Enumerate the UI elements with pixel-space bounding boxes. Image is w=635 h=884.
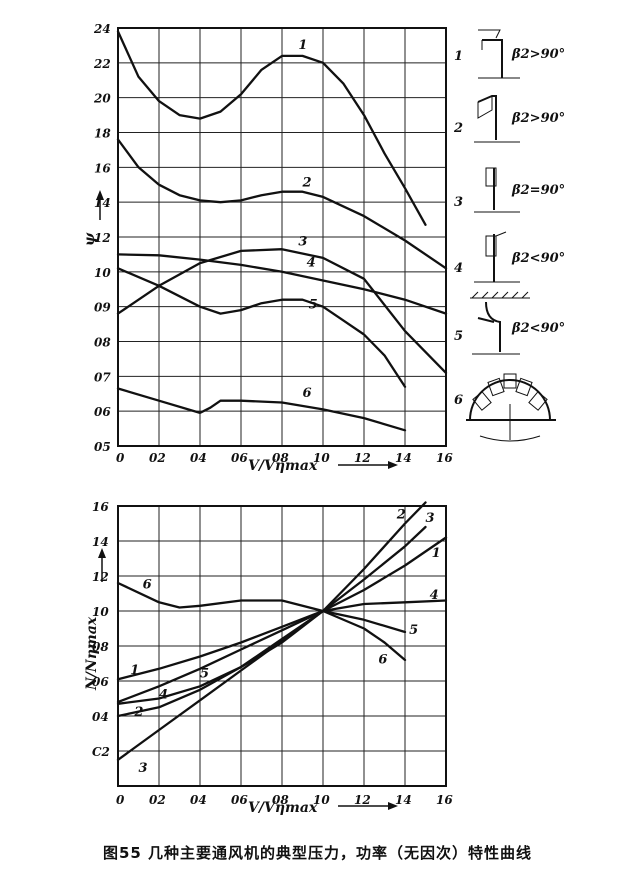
x-tick-label: 02 bbox=[149, 793, 166, 807]
pressure-chart: 0 02 04 06 08 10 12 14 1605060708091012141618202… bbox=[82, 22, 453, 474]
y-tick-label: 08 bbox=[92, 640, 109, 654]
series-line-2 bbox=[116, 138, 448, 270]
y-tick-label: 20 bbox=[93, 92, 111, 106]
y-tick-label: 06 bbox=[94, 405, 111, 419]
y-tick-label: 10 bbox=[94, 266, 111, 280]
x-tick-label: 04 bbox=[190, 451, 207, 465]
y-tick-label: 14 bbox=[92, 535, 109, 549]
x-tick-label: 02 bbox=[149, 451, 166, 465]
series-label-end-3: 3 bbox=[426, 511, 435, 526]
series-line-1 bbox=[116, 536, 448, 681]
x-tick-label: 0 bbox=[116, 451, 125, 465]
series-label-end-2: 2 bbox=[396, 507, 406, 522]
series-label-5: 5 bbox=[309, 297, 318, 312]
x-tick-label: 16 bbox=[436, 793, 453, 807]
x-tick-label: 08 bbox=[272, 451, 289, 465]
x-tick-label: 10 bbox=[313, 451, 330, 465]
x-axis-label: V/Vηmax bbox=[248, 800, 318, 816]
x-axis-arrowhead bbox=[388, 802, 398, 810]
x-tick-label: 06 bbox=[231, 793, 248, 807]
series-label-2: 2 bbox=[302, 175, 312, 190]
series-label-start-6: 6 bbox=[143, 577, 152, 592]
y-tick-label: 12 bbox=[92, 570, 109, 584]
blade-legend-number-3: 3 bbox=[454, 195, 463, 210]
y-tick-label: 16 bbox=[92, 500, 109, 514]
blade-legend-number-1: 1 bbox=[454, 49, 463, 64]
blade-legend-angle-1: β2>90° bbox=[511, 47, 565, 62]
blade-legend-number-2: 2 bbox=[453, 121, 463, 136]
blade-legend-number-6: 6 bbox=[454, 393, 463, 408]
plot-frame bbox=[117, 505, 447, 787]
blade-shape-1 bbox=[478, 29, 520, 79]
blade-legend-number-5: 5 bbox=[454, 329, 463, 344]
y-axis-label: ψ bbox=[82, 232, 98, 246]
blade-shape-3 bbox=[474, 167, 520, 213]
blade-legend-angle-4: β2<90° bbox=[511, 251, 565, 266]
x-tick-label: 0 bbox=[116, 793, 125, 807]
series-line-4 bbox=[116, 248, 448, 375]
series-line-3 bbox=[116, 253, 448, 315]
x-tick-label: 16 bbox=[436, 451, 453, 465]
y-tick-label: C2 bbox=[92, 745, 110, 759]
blade-shape-6 bbox=[466, 373, 556, 442]
series-line-2 bbox=[116, 501, 427, 705]
y-tick-label: 18 bbox=[94, 127, 111, 141]
y-tick-label: 12 bbox=[94, 231, 111, 245]
series-line-5 bbox=[116, 267, 407, 388]
y-tick-label: 08 bbox=[94, 336, 111, 350]
series-line-1 bbox=[116, 30, 427, 226]
series-label-1: 1 bbox=[298, 38, 307, 53]
blade-legend: 1 β2>90° 2 β2>90° 3 β2=90° 4 β2<90° 5 β2<90° 6 bbox=[453, 29, 565, 442]
series-label-end-1: 1 bbox=[432, 546, 441, 561]
x-tick-label: 12 bbox=[354, 793, 371, 807]
y-axis-arrowhead bbox=[96, 190, 104, 200]
y-axis-label: N/Nηmax bbox=[84, 616, 100, 691]
x-tick-label: 10 bbox=[313, 793, 330, 807]
blade-legend-angle-3: β2=90° bbox=[511, 183, 565, 198]
x-axis-label: V/Vηmax bbox=[248, 458, 318, 474]
series-line-6 bbox=[116, 387, 407, 432]
y-tick-label: 04 bbox=[92, 710, 109, 724]
y-tick-label: 16 bbox=[94, 161, 111, 175]
blade-shape-4 bbox=[474, 231, 520, 283]
power-chart: 0 02 04 06 08 10 12 14 16C204060810121416N/Nηmax… bbox=[84, 500, 453, 816]
blade-legend-angle-2: β2>90° bbox=[511, 111, 565, 126]
y-tick-label: 07 bbox=[94, 370, 111, 384]
x-tick-label: 14 bbox=[395, 451, 412, 465]
series-label-start-4: 4 bbox=[159, 688, 168, 703]
series-label-start-5: 5 bbox=[200, 667, 209, 682]
x-tick-label: 08 bbox=[272, 793, 289, 807]
series-label-end-4: 4 bbox=[430, 588, 439, 603]
blade-legend-number-4: 4 bbox=[454, 261, 463, 276]
y-axis-arrowhead bbox=[98, 548, 106, 558]
series-label-end-6: 6 bbox=[378, 653, 387, 668]
y-tick-label: 05 bbox=[94, 440, 111, 454]
x-tick-label: 14 bbox=[395, 793, 412, 807]
plot-frame bbox=[117, 27, 447, 447]
series-label-6: 6 bbox=[303, 386, 312, 401]
y-tick-label: 06 bbox=[92, 675, 109, 689]
blade-shape-5 bbox=[470, 291, 530, 355]
y-tick-label: 09 bbox=[94, 301, 111, 315]
series-line-5 bbox=[116, 609, 407, 704]
series-label-4: 4 bbox=[307, 256, 316, 271]
series-label-start-3: 3 bbox=[139, 761, 148, 776]
blade-legend-angle-5: β2<90° bbox=[511, 321, 565, 336]
blade-shape-2 bbox=[474, 95, 520, 143]
series-line-6 bbox=[116, 581, 407, 662]
series-line-3 bbox=[116, 525, 427, 761]
y-tick-label: 24 bbox=[93, 22, 111, 36]
series-label-end-5: 5 bbox=[409, 623, 418, 638]
y-tick-label: 10 bbox=[92, 605, 109, 619]
x-tick-label: 04 bbox=[190, 793, 207, 807]
y-tick-label: 22 bbox=[93, 57, 111, 71]
series-line-4 bbox=[116, 599, 448, 718]
x-tick-label: 06 bbox=[231, 451, 248, 465]
series-label-3: 3 bbox=[298, 235, 307, 250]
x-axis-arrowhead bbox=[388, 461, 398, 469]
figure-caption: 图55 几种主要通风机的典型压力，功率（无因次）特性曲线 bbox=[102, 844, 533, 862]
series-label-start-1: 1 bbox=[130, 663, 139, 678]
x-tick-label: 12 bbox=[354, 451, 371, 465]
